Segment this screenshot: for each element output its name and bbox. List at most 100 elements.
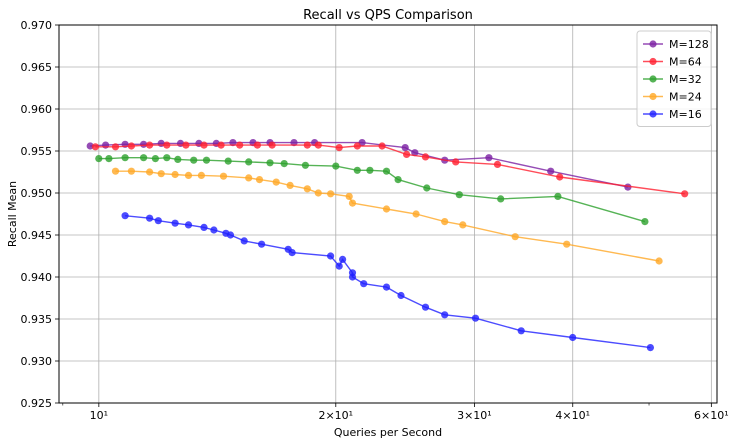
legend-label-m-128: M=128 [669,38,709,51]
data-point-m-24 [459,221,467,229]
data-point-m-128 [229,139,237,147]
data-point-m-32 [151,155,159,163]
data-point-m-24 [303,185,311,193]
data-point-m-32 [497,195,505,203]
data-point-m-64 [353,142,361,150]
legend-box [636,30,712,127]
data-point-m-32 [366,166,374,174]
data-point-m-64 [556,173,564,181]
data-point-m-24 [563,240,571,248]
data-point-m-32 [394,176,402,184]
data-point-m-32 [95,155,103,163]
series-line-m-16 [125,215,651,349]
x-axis-title: Queries per Second [334,426,442,439]
data-point-m-16 [288,249,296,257]
data-point-m-64 [314,141,322,149]
series-line-m-128 [90,141,629,188]
data-point-m-32 [140,154,148,162]
series-layer [86,139,689,352]
data-point-m-24 [255,176,264,184]
data-point-m-64 [681,190,689,198]
data-point-m-24 [197,171,205,179]
x-tick-label: 10¹ [90,409,108,422]
data-point-m-64 [91,143,99,151]
data-point-m-64 [111,143,120,151]
data-point-m-128 [411,149,419,157]
data-point-m-24 [127,167,135,175]
data-point-m-64 [163,141,171,149]
legend-label-m-32: M=32 [669,73,702,86]
legend-marker-m-128 [649,40,657,48]
y-tick-label: 0.940 [21,271,53,284]
legend-marker-m-32 [649,75,657,83]
data-point-m-64 [127,142,135,150]
data-point-m-16 [339,255,347,263]
legend-marker-m-24 [649,92,657,101]
data-point-m-128 [547,167,555,175]
data-point-m-24 [348,199,357,207]
y-axis-title: Recall Mean [6,181,19,247]
data-point-m-32 [554,192,562,200]
data-point-m-16 [421,303,430,311]
data-point-m-24 [219,172,228,180]
series-line-m-64 [95,144,685,195]
data-point-m-32 [280,160,288,168]
data-point-m-16 [382,283,391,291]
data-point-m-32 [382,167,391,175]
data-point-m-64 [303,141,311,149]
legend-label-m-16: M=16 [669,108,702,121]
data-point-m-64 [493,160,502,168]
data-point-m-64 [253,141,261,149]
data-point-m-16 [210,226,218,234]
data-point-m-16 [258,240,266,248]
data-point-m-128 [290,139,298,147]
data-point-m-64 [268,141,276,149]
data-point-m-24 [184,171,193,179]
data-point-m-24 [245,174,253,182]
data-point-m-24 [655,257,663,265]
series-m-24 [111,167,663,265]
y-tick-label: 0.925 [21,397,53,410]
x-tick-label: 6×10¹ [694,409,729,422]
legend-marker-m-16 [649,110,657,118]
legend: M=128 M=64 M=32 M=24 M=16 [636,30,712,127]
chart-title: Recall vs QPS Comparison [303,8,473,23]
data-point-m-24 [412,210,420,218]
data-point-m-16 [441,311,449,319]
series-m-64 [91,141,689,198]
data-point-m-64 [421,153,430,161]
data-point-m-24 [511,233,519,241]
data-point-m-24 [272,178,280,186]
x-tick-label: 4×10¹ [555,409,590,422]
y-tick-label: 0.935 [21,313,53,326]
data-point-m-16 [646,344,655,352]
data-point-m-32 [455,191,463,199]
legend-label-m-64: M=64 [669,56,702,69]
data-point-m-24 [146,168,154,176]
data-point-m-32 [301,161,309,169]
data-point-m-32 [224,157,232,165]
legend-marker-m-64 [649,57,657,66]
data-point-m-16 [517,327,525,335]
data-point-m-16 [171,219,179,227]
data-point-m-32 [641,218,649,226]
data-point-m-16 [121,212,129,220]
x-tick-label: 3×10¹ [457,409,492,422]
data-point-m-64 [236,141,244,149]
data-point-m-64 [452,158,460,166]
data-point-m-32 [174,155,182,163]
data-point-m-32 [423,184,431,192]
y-tick-label: 0.960 [21,103,53,116]
data-point-m-24 [171,170,179,179]
series-m-16 [121,212,655,352]
data-point-m-16 [397,291,405,300]
data-point-m-16 [360,280,368,288]
data-point-m-32 [202,156,211,164]
plot-frame [58,24,718,404]
y-tick-label: 0.970 [21,19,53,32]
series-line-m-24 [115,170,660,262]
data-point-m-24 [441,218,449,226]
data-point-m-32 [121,154,129,162]
data-point-m-24 [314,189,322,197]
